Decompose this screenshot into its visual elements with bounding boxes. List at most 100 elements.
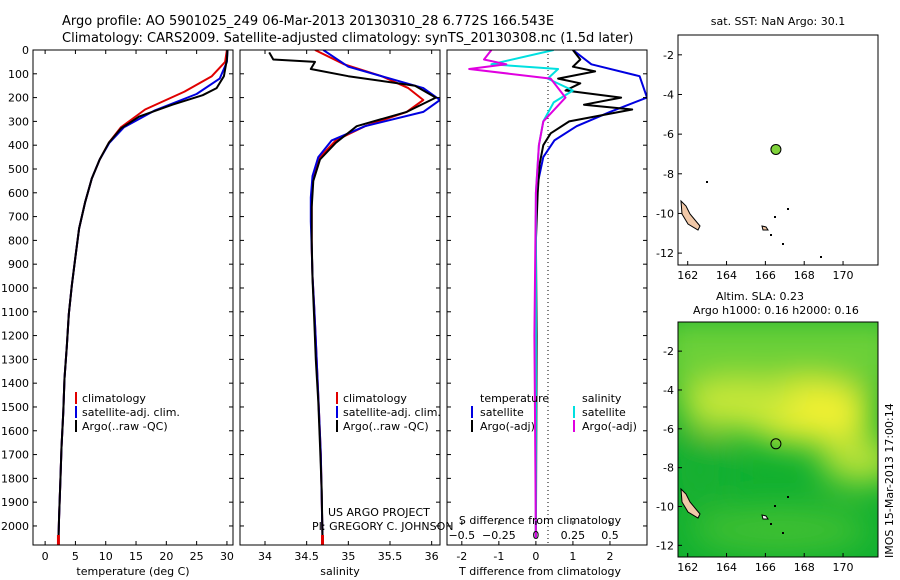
sla-map-marks [770,438,782,450]
map-x-tick-label: 166 [755,269,776,282]
x-tick-label: 25 [190,550,204,563]
map-x-tick-label: 162 [677,561,698,574]
depth-tick-label: 500 [8,163,29,176]
imos-timestamp: IMOS 15-Mar-2013 17:00:14 [883,403,896,558]
map-x-tick-label: 168 [794,269,815,282]
salinity-series-lines [268,50,440,545]
depth-tick-label: 1000 [1,282,29,295]
depth-tick-label: 2000 [1,520,29,533]
sla-band-north [678,322,878,388]
sla-map-ticks: 162 164 166 168 170 -2 -4 -6 -8 -10 -12 [656,345,854,574]
land-islet-2 [761,514,769,520]
map-x-tick-label: 164 [716,269,737,282]
legend-label-s-argo: Argo(-adj) [582,420,637,433]
credit-line-1: US ARGO PROJECT [328,506,430,519]
argo-float-marker [770,143,782,155]
depth-tick-label: 900 [8,258,29,271]
land-vanuatu [680,199,701,231]
map-x-tick-label: 162 [677,269,698,282]
depth-tick-label: 1200 [1,330,29,343]
diff-line-temperature-argo-adj- [534,50,634,538]
series-line-argo-raw-qc- [57,50,229,538]
map-x-tick-label: 168 [794,561,815,574]
depth-tick-label: 400 [8,139,29,152]
map-y-tick-label: -10 [656,501,674,514]
legend-label-t-argo: Argo(-adj) [480,420,535,433]
depth-tick-label: 1600 [1,425,29,438]
series-line-argo-raw-qc- [268,51,437,538]
depth-tick-label: 1800 [1,472,29,485]
legend-label-satellite-adj: satellite-adj. clim. [82,406,180,419]
legend-label-climatology: climatology [82,392,146,405]
depth-tick-label: 800 [8,234,29,247]
land-dot [782,532,784,534]
land-dot [787,496,789,498]
map-y-tick-label: -12 [656,247,674,260]
depth-tick-label: 1100 [1,306,29,319]
map-y-tick-label: -2 [663,49,674,62]
sla-low-west [678,430,730,510]
x-tick-label: 10 [99,550,113,563]
sla-map-frame [677,321,879,558]
sst-map-frame [677,34,879,266]
s-diff-xlabel: S difference from climatology [459,514,622,527]
x-tick-label: 1 [569,550,576,563]
map-x-tick-label: 164 [716,561,737,574]
diff-line-salinity-satellite [490,50,574,538]
x-tick-label: -2 [456,550,467,563]
temperature-series-lines [56,50,229,545]
depth-tick-label: 1900 [1,496,29,509]
legend-label-argo-raw-2: Argo(..raw -QC) [343,420,429,433]
sla-map-title-2: Argo h1000: 0.16 h2000: 0.16 [693,304,859,317]
x-tick-label: 5 [72,550,79,563]
difference-panel: -2 -1 0 1 2 −0.5 −0.25 0 0.25 0.5 S difference fr… [446,49,648,578]
sla-map-panel: Altim. SLA: 0.23 Argo h1000: 0.16 h2000:… [656,290,879,574]
diff-line-temperature-satellite [534,50,647,538]
map-x-tick-label: 170 [833,269,854,282]
legend-label-t-satellite: satellite [480,406,524,419]
series-line-satellite-adj-clim- [57,50,229,538]
map-y-tick-label: -12 [656,539,674,552]
map-x-tick-label: 166 [755,561,776,574]
x-tick-label: 15 [129,550,143,563]
credit-line-2: PI: GREGORY C. JOHNSON [312,520,453,533]
temperature-panel: 0 5 10 15 20 25 300100200300400500600700800900… [1,44,234,578]
land-dot [706,181,708,183]
sla-heatmap [678,322,878,557]
temperature-axes-frame [32,49,234,546]
x2-tick-label: −0.25 [482,529,516,542]
depth-tick-label: 200 [8,92,29,105]
x2-tick-label: −0.5 [448,529,475,542]
land-dot [787,208,789,210]
header-line-1: Argo profile: AO 5901025_249 06-Mar-2013… [62,14,554,29]
land-dot [770,234,772,236]
depth-tick-label: 1500 [1,401,29,414]
x-tick-label: 35.5 [378,550,403,563]
depth-tick-label: 1300 [1,353,29,366]
x2-tick-label: 0.5 [601,529,619,542]
sst-map-marks [770,143,782,155]
legend-label-s-satellite: satellite [582,406,626,419]
sst-map-land [680,181,822,258]
x2-tick-label: 0.25 [561,529,586,542]
x-tick-label: 34.5 [294,550,319,563]
depth-tick-label: 100 [8,68,29,81]
x2-tick-label: 0 [532,529,539,542]
depth-tick-label: 600 [8,187,29,200]
salinity-legend: climatology satellite-adj. clim. Argo(..… [336,392,441,433]
temperature-axis-ticks: 0 5 10 15 20 25 300100200300400500600700800900… [1,44,234,563]
salinity-xlabel: salinity [320,565,360,578]
map-y-tick-label: -6 [663,423,674,436]
header-line-2: Climatology: CARS2009. Satellite-adjuste… [62,31,634,46]
sla-high-west [678,379,798,431]
map-y-tick-label: -10 [656,207,674,220]
depth-tick-label: 1400 [1,377,29,390]
temperature-xlabel: temperature (deg C) [76,565,189,578]
diff-line-salinity-argo-adj- [468,50,567,538]
series-line-climatology [57,50,228,538]
difference-series-lines [468,50,647,538]
x-tick-label: 30 [220,550,234,563]
land-dot [782,243,784,245]
